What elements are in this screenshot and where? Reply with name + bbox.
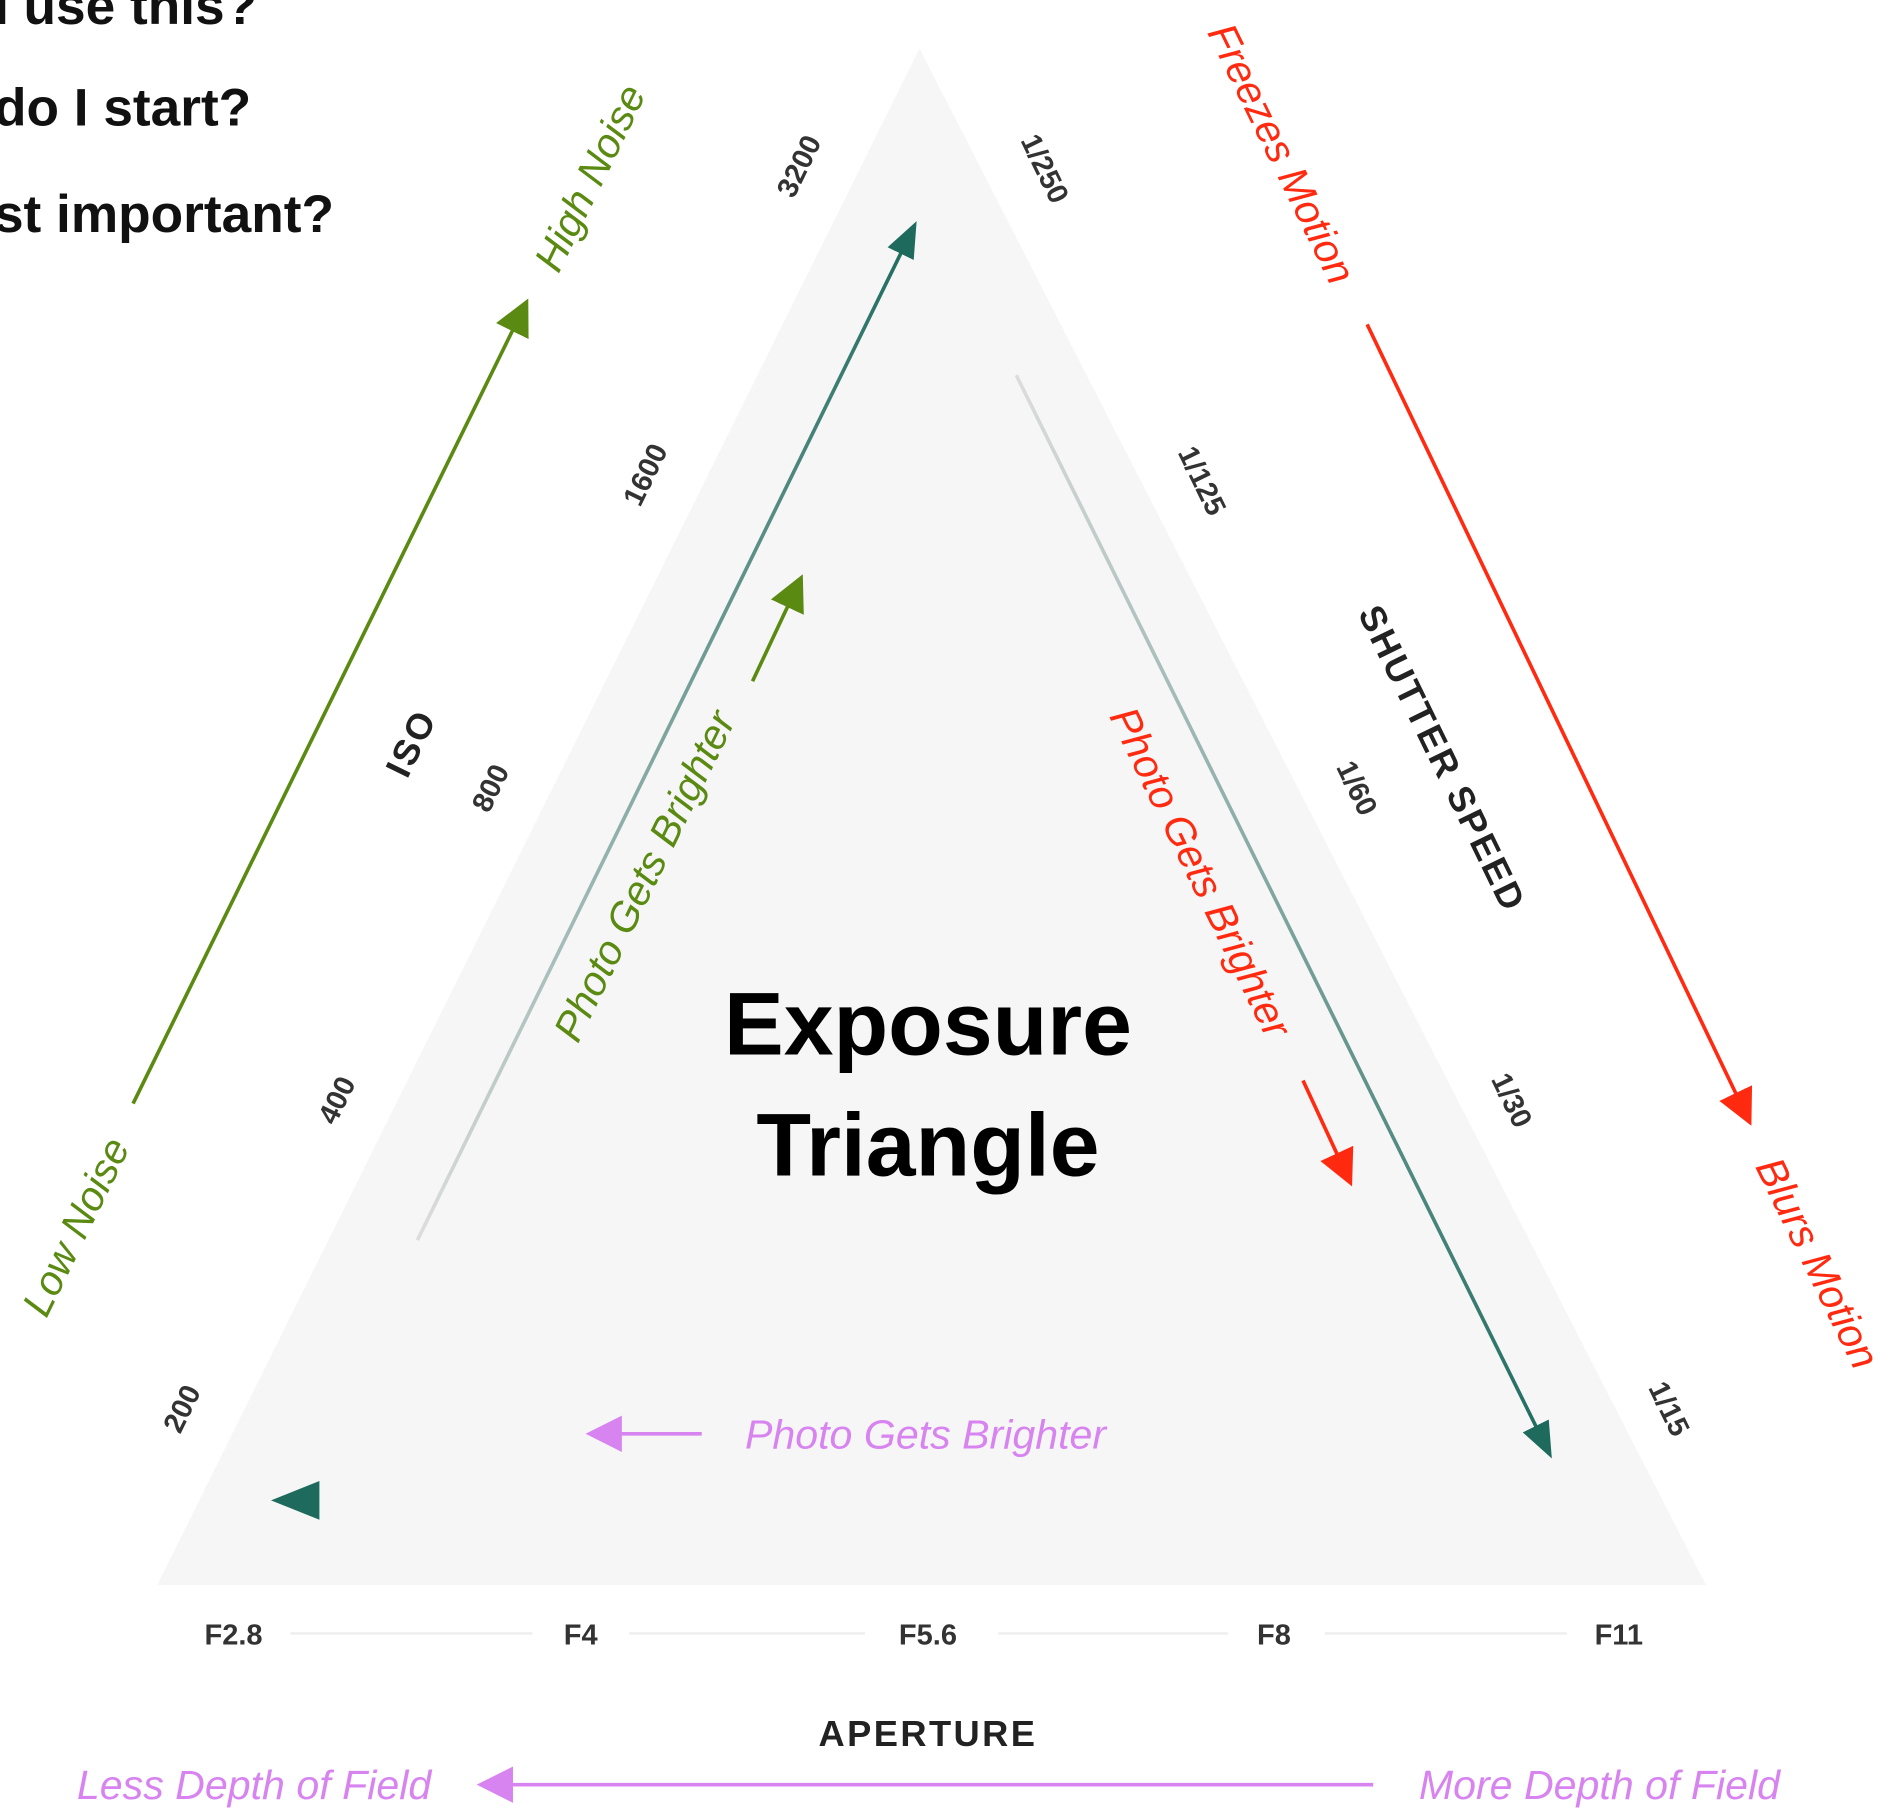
question: do I start? [0,79,251,138]
annotation: Blurs Motion [1747,1150,1889,1376]
aperture-tick: F4 [564,1620,598,1652]
annotation: High Noise [525,77,655,278]
shutter-tick: 1/15 [1642,1377,1696,1442]
shutter-label: SHUTTER SPEED [1350,599,1534,919]
iso-tick: 3200 [771,130,828,202]
iso-label: ISO [377,703,444,784]
annotation: More Depth of Field [1419,1762,1781,1808]
shutter-line [1014,374,1552,1459]
question: I use this? [0,0,257,36]
shutter-tick: 1/125 [1171,441,1232,520]
center-title: Exposure [724,974,1132,1074]
aperture-tick: F2.8 [204,1620,262,1652]
noise-arrow [131,298,529,1105]
question: st important? [0,185,334,244]
annotation: Freezes Motion [1199,16,1365,291]
annotation: Photo Gets Brighter [745,1411,1108,1457]
iso-tick: 1600 [618,439,675,511]
annotation: Low Noise [13,1130,139,1323]
annotation: Less Depth of Field [77,1762,432,1808]
aperture-tick: F5.6 [899,1620,957,1652]
aperture-tick: F8 [1257,1620,1291,1652]
shutter-tick: 1/30 [1484,1068,1538,1133]
iso-tick: 200 [158,1380,208,1438]
iso-tick: 400 [313,1072,363,1130]
iso-tick: 800 [466,760,516,818]
triangle-bg [157,48,1706,1586]
motion-arrow [1365,323,1753,1126]
shutter-tick: 1/250 [1014,129,1075,208]
aperture-label: APERTURE [818,1713,1037,1754]
brighter-arrow [1301,1079,1354,1187]
iso-line [415,221,917,1242]
shutter-tick: 1/60 [1329,756,1383,821]
aperture-scale: F2.8 F4 F5.6 F8 F11 [204,1620,1643,1652]
aperture-tick: F11 [1595,1620,1643,1652]
center-title: Triangle [756,1095,1099,1195]
brighter-arrow [750,574,804,683]
